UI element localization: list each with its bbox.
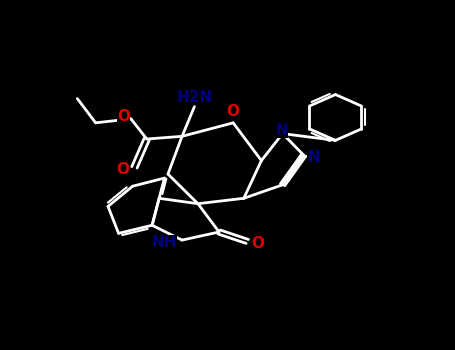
Text: NH: NH [151,235,177,250]
Text: H2N: H2N [176,90,212,105]
Text: O: O [252,236,264,251]
Text: O: O [117,108,130,124]
Text: O: O [227,104,240,119]
Text: N: N [307,150,320,165]
Text: O: O [116,162,129,177]
Text: N: N [275,123,288,138]
